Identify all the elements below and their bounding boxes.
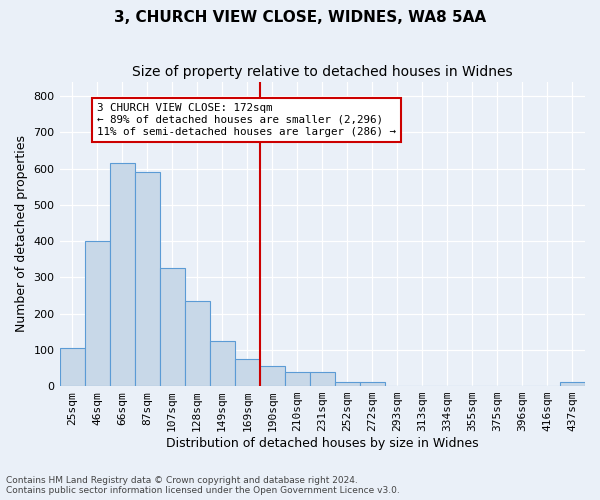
Bar <box>560 382 585 386</box>
Bar <box>235 359 260 386</box>
Bar <box>260 366 285 386</box>
Bar <box>285 372 310 386</box>
Bar <box>59 348 85 386</box>
X-axis label: Distribution of detached houses by size in Widnes: Distribution of detached houses by size … <box>166 437 479 450</box>
Bar <box>85 241 110 386</box>
Title: Size of property relative to detached houses in Widnes: Size of property relative to detached ho… <box>132 65 512 79</box>
Bar <box>335 382 360 386</box>
Bar <box>360 382 385 386</box>
Text: Contains HM Land Registry data © Crown copyright and database right 2024.
Contai: Contains HM Land Registry data © Crown c… <box>6 476 400 495</box>
Bar <box>110 163 134 386</box>
Bar <box>310 372 335 386</box>
Bar <box>160 268 185 386</box>
Bar <box>134 172 160 386</box>
Text: 3, CHURCH VIEW CLOSE, WIDNES, WA8 5AA: 3, CHURCH VIEW CLOSE, WIDNES, WA8 5AA <box>114 10 486 25</box>
Bar <box>209 341 235 386</box>
Bar <box>185 301 209 386</box>
Text: 3 CHURCH VIEW CLOSE: 172sqm
← 89% of detached houses are smaller (2,296)
11% of : 3 CHURCH VIEW CLOSE: 172sqm ← 89% of det… <box>97 104 396 136</box>
Y-axis label: Number of detached properties: Number of detached properties <box>15 136 28 332</box>
